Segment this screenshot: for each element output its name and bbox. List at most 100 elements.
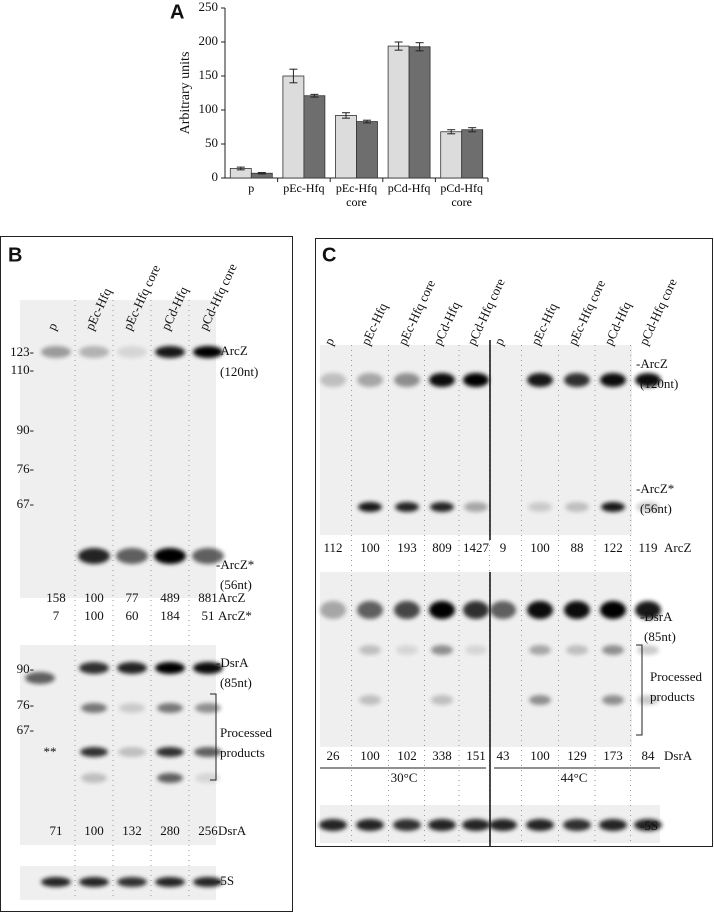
quant-value: 51 bbox=[202, 608, 215, 623]
quant-value: 129 bbox=[567, 748, 587, 763]
panel-c-frame bbox=[315, 238, 713, 847]
quant-value: 132 bbox=[122, 823, 142, 838]
y-axis-title: Arbitrary units bbox=[178, 52, 193, 135]
error-bar bbox=[394, 41, 403, 51]
bar bbox=[282, 75, 305, 179]
x-tick-label: pCd-Hfq bbox=[387, 181, 431, 195]
gel-band bbox=[357, 601, 383, 619]
quant-value: 100 bbox=[84, 823, 104, 838]
gel-background bbox=[320, 572, 632, 747]
lane-label: pCd-Hfq core bbox=[196, 261, 240, 333]
band-label: (85nt) bbox=[220, 675, 252, 690]
error-bar bbox=[415, 42, 424, 52]
gel-band bbox=[394, 601, 420, 619]
x-tick-label-box: pCd-Hfq bbox=[387, 181, 431, 195]
row-name: ArcZ bbox=[664, 540, 691, 555]
gel-band bbox=[564, 601, 590, 619]
gel-band bbox=[193, 346, 223, 358]
gel-band bbox=[320, 373, 346, 387]
bar bbox=[303, 95, 326, 179]
gel-band bbox=[393, 819, 421, 831]
band-label: -ArcZ* bbox=[636, 481, 674, 496]
lane-label: pCd-Hfq core bbox=[464, 276, 508, 348]
y-tick-label: 0 bbox=[212, 169, 219, 184]
gel-band bbox=[634, 819, 662, 831]
quant-value: 1427 bbox=[463, 540, 490, 555]
panel-letter: C bbox=[322, 244, 336, 266]
bracket-label: Processed bbox=[650, 669, 702, 684]
quant-value: 158 bbox=[46, 590, 66, 605]
gel-band bbox=[193, 662, 223, 674]
gel-band bbox=[600, 601, 626, 619]
band-label: -ArcZ* bbox=[216, 557, 254, 572]
gel-band bbox=[464, 502, 488, 512]
bracket-label: products bbox=[650, 689, 695, 704]
quant-value: 26 bbox=[327, 748, 341, 763]
y-tick-label: 100 bbox=[199, 101, 219, 116]
quant-value: 100 bbox=[360, 540, 380, 555]
band-label: -ArcZ bbox=[636, 356, 668, 371]
gel-images bbox=[20, 300, 662, 900]
quant-value: 43 bbox=[497, 748, 510, 763]
gel-band bbox=[635, 373, 661, 387]
gel-band bbox=[528, 502, 552, 512]
row-name: DsrA bbox=[218, 823, 247, 838]
bracket bbox=[636, 644, 643, 736]
gel-band bbox=[356, 819, 384, 831]
gel-band bbox=[157, 703, 183, 713]
gel-band bbox=[429, 601, 455, 619]
gel-band bbox=[463, 601, 489, 619]
gel-band bbox=[601, 502, 625, 512]
bar bbox=[408, 46, 431, 179]
gel-band bbox=[79, 877, 109, 887]
quant-value: 173 bbox=[603, 748, 623, 763]
bar bbox=[461, 129, 484, 179]
temperature-label: 30°C bbox=[391, 770, 418, 785]
quant-value: 338 bbox=[432, 748, 452, 763]
gel-band bbox=[155, 877, 185, 887]
row-name: ArcZ bbox=[218, 590, 245, 605]
gel-band bbox=[490, 601, 516, 619]
lane-label: pEc-Hfq bbox=[358, 300, 391, 347]
error-bar bbox=[363, 119, 371, 124]
gel-band bbox=[602, 695, 624, 705]
gel-band bbox=[358, 502, 382, 512]
quant-value: 151 bbox=[466, 748, 486, 763]
x-tick-label: pEc-Hfq core bbox=[335, 181, 378, 209]
error-bar bbox=[342, 112, 350, 119]
band-label: -ArcZ bbox=[216, 343, 248, 358]
gel-band bbox=[320, 601, 346, 619]
gel-band bbox=[600, 373, 626, 387]
gel-band bbox=[430, 502, 454, 512]
gel-band bbox=[81, 773, 107, 783]
gel-band bbox=[394, 373, 420, 387]
x-tick-label: pEc-Hfq bbox=[283, 181, 325, 195]
gel-band bbox=[637, 645, 659, 655]
gel-band bbox=[117, 662, 147, 674]
gel-band bbox=[462, 819, 490, 831]
gel-band bbox=[156, 747, 184, 757]
gel-band bbox=[489, 819, 517, 831]
gel-band bbox=[79, 662, 109, 674]
lane-label: pCd-Hfq bbox=[601, 299, 634, 348]
gel-band bbox=[429, 373, 455, 387]
size-marker: 67- bbox=[17, 496, 34, 511]
quant-value: 100 bbox=[84, 608, 104, 623]
quant-value: 60 bbox=[126, 608, 139, 623]
gel-band bbox=[431, 645, 453, 655]
band-label: -5S bbox=[640, 818, 658, 833]
y-tick-label: 200 bbox=[199, 33, 219, 48]
gel-band bbox=[154, 548, 186, 564]
gel-band bbox=[193, 877, 223, 887]
bracket-label: products bbox=[220, 745, 265, 760]
gel-band bbox=[527, 373, 553, 387]
panel-letter: A bbox=[170, 1, 184, 23]
temperature-label: 44°C bbox=[561, 770, 588, 785]
gel-band bbox=[194, 747, 222, 757]
gel-band bbox=[565, 502, 589, 512]
band-label: (120nt) bbox=[220, 364, 258, 379]
panel-b-frame bbox=[0, 236, 293, 912]
quant-value: 7 bbox=[53, 608, 60, 623]
gel-band bbox=[157, 773, 183, 783]
